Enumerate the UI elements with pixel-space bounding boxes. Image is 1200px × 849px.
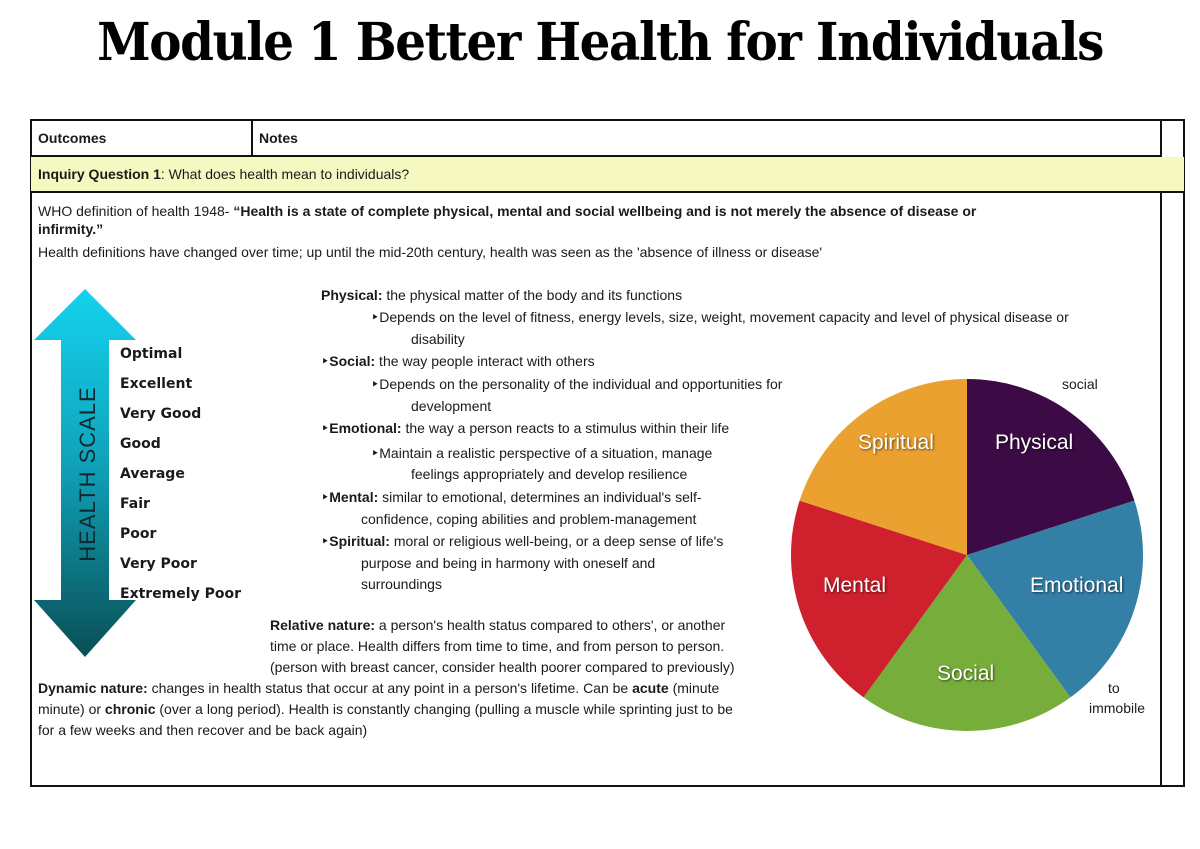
- relative-term: Relative nature:: [270, 617, 376, 633]
- scale-level: Good: [120, 436, 161, 452]
- inquiry-question-row: [31, 157, 1184, 193]
- emotional-term: Emotional:: [329, 420, 402, 436]
- emotional-sub1: ‣Maintain a realistic perspective of a s…: [371, 445, 713, 461]
- scale-level: Very Good: [120, 406, 202, 422]
- emotional-definition: ‣Emotional: the way a person reacts to a…: [321, 419, 729, 437]
- pie-label-physical: Physical: [995, 431, 1074, 454]
- scale-level: Extremely Poor: [120, 586, 241, 602]
- table-header-row: [30, 119, 1162, 157]
- inquiry-label: Inquiry Question 1: [38, 166, 161, 182]
- mental-definition: ‣Mental: similar to emotional, determine…: [321, 488, 702, 506]
- stray-text-to: to: [1108, 680, 1120, 696]
- who-definition-line1: WHO definition of health 1948- “Health i…: [38, 202, 976, 220]
- social-def: the way people interact with others: [375, 353, 595, 369]
- bullet-icon: ‣: [321, 353, 330, 369]
- acute-term: acute: [632, 680, 669, 696]
- health-history-text: Health definitions have changed over tim…: [38, 244, 823, 260]
- dynamic-term: Dynamic nature:: [38, 680, 148, 696]
- spiritual-line2: purpose and being in harmony with onesel…: [361, 555, 656, 571]
- dynamic-text: changes in health status that occur at a…: [147, 680, 633, 696]
- who-intro: WHO definition of health 1948-: [38, 203, 234, 219]
- scale-level: Fair: [120, 496, 150, 512]
- social-sub2: development: [411, 398, 492, 414]
- social-term: Social:: [329, 353, 376, 369]
- mental-line2: confidence, coping abilities and problem…: [361, 511, 697, 527]
- health-scale-levels: Optimal Excellent Very Good Good Average…: [120, 345, 241, 615]
- scale-level: Excellent: [120, 376, 193, 392]
- spiritual-def: moral or religious well-being, or a deep…: [389, 533, 724, 549]
- health-scale-label: HEALTH SCALE: [75, 386, 100, 562]
- physical-definition: Physical: the physical matter of the bod…: [321, 286, 682, 304]
- scale-level: Average: [120, 466, 185, 482]
- pie-slice-emotional: [967, 500, 1144, 698]
- bullet-icon: ‣: [321, 533, 330, 549]
- social-sub1: ‣Depends on the personality of the indiv…: [371, 376, 783, 392]
- header-notes: Notes: [259, 130, 298, 146]
- pie-label-emotional: Emotional: [1030, 574, 1124, 597]
- mental-term: Mental:: [329, 489, 379, 505]
- physical-sub2: disability: [411, 331, 465, 347]
- bullet-icon: ‣: [321, 420, 330, 436]
- pie-label-spiritual: Spiritual: [858, 431, 934, 454]
- emotional-def: the way a person reacts to a stimulus wi…: [401, 420, 730, 436]
- table-right-divider: [1160, 119, 1162, 787]
- physical-term: Physical:: [321, 287, 383, 303]
- stray-text-social: social: [1062, 376, 1098, 392]
- dynamic-text: (over a long period). Health is constant…: [155, 701, 733, 717]
- physical-sub1: ‣Depends on the level of fitness, energy…: [371, 309, 1069, 325]
- inquiry-text: : What does health mean to individuals?: [160, 166, 410, 182]
- pie-label-social: Social: [937, 662, 995, 685]
- spiritual-definition: ‣Spiritual: moral or religious well-bein…: [321, 532, 723, 550]
- dynamic-text: (minute: [668, 680, 720, 696]
- notes-table: [30, 119, 1185, 787]
- who-definition-line2: infirmity.”: [38, 220, 103, 238]
- header-outcomes: Outcomes: [38, 130, 107, 146]
- relative-nature-line2: time or place. Health differs from time …: [270, 638, 725, 654]
- social-definition: ‣Social: the way people interact with ot…: [321, 352, 595, 370]
- dynamic-nature-line2: minute) or chronic (over a long period).…: [38, 700, 733, 718]
- relative-nature-line3: (person with breast cancer, consider hea…: [270, 659, 735, 675]
- pie-slice-social: [863, 555, 1071, 731]
- page-title: Module 1 Better Health for Individuals: [97, 12, 1104, 73]
- dynamic-nature-line1: Dynamic nature: changes in health status…: [38, 679, 719, 697]
- scale-level: Poor: [120, 526, 157, 542]
- table-header-divider: [251, 119, 253, 157]
- pie-slice-physical: [967, 379, 1135, 555]
- bullet-icon: ‣: [321, 489, 330, 505]
- dynamic-text: minute) or: [38, 701, 105, 717]
- spiritual-line3: surroundings: [361, 576, 442, 592]
- pie-slice-spiritual: [799, 379, 967, 555]
- spiritual-term: Spiritual:: [329, 533, 390, 549]
- pie-slice-mental: [790, 500, 967, 698]
- who-quote-end: infirmity.”: [38, 221, 104, 237]
- physical-def: the physical matter of the body and its …: [382, 287, 683, 303]
- inquiry-question: Inquiry Question 1: What does health mea…: [38, 166, 409, 182]
- relative-nature-line1: Relative nature: a person's health statu…: [270, 616, 725, 634]
- health-dimensions-pie: [790, 379, 1144, 731]
- health-scale-arrow-icon: [34, 289, 136, 657]
- mental-def: similar to emotional, determines an indi…: [378, 489, 702, 505]
- stray-text-immobile: immobile: [1089, 700, 1146, 716]
- chronic-term: chronic: [104, 701, 156, 717]
- scale-level: Very Poor: [120, 556, 197, 572]
- dynamic-nature-line3: for a few weeks and then recover and be …: [38, 722, 368, 738]
- who-quote: “Health is a state of complete physical,…: [233, 203, 977, 219]
- scale-level: Optimal: [120, 346, 183, 362]
- emotional-sub2: feelings appropriately and develop resil…: [411, 466, 688, 482]
- pie-label-mental: Mental: [823, 574, 887, 597]
- relative-text: a person's health status compared to oth…: [375, 617, 726, 633]
